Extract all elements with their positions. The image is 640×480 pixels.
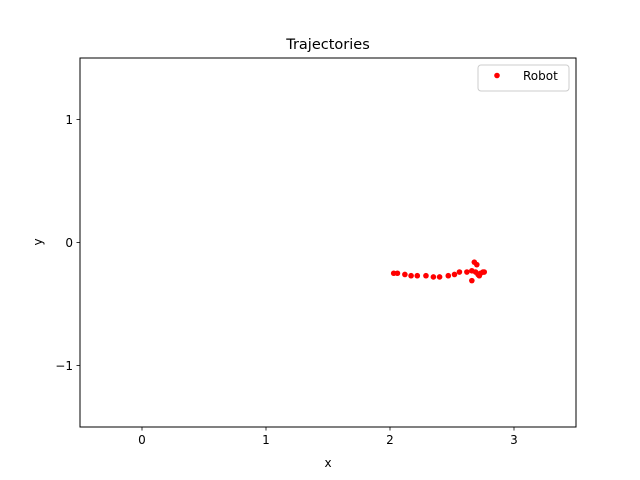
x-tick-label: 3 <box>510 433 518 447</box>
data-point <box>481 269 488 275</box>
x-axis-label: x <box>324 456 331 470</box>
data-point <box>436 274 443 280</box>
legend: Robot <box>477 64 570 92</box>
data-point <box>394 270 401 277</box>
data-point <box>423 272 429 279</box>
data-point <box>469 277 475 284</box>
data-point <box>408 272 414 279</box>
chart-title: Trajectories <box>285 37 370 53</box>
y-axis-label: y <box>31 238 45 245</box>
points-layer <box>390 259 488 284</box>
legend-marker-robot <box>494 72 500 79</box>
data-point <box>456 269 463 275</box>
y-tick-label: 0 <box>65 236 73 250</box>
ticks-layer: 0 1 2 3 −1 0 1 <box>55 113 518 447</box>
data-point <box>464 269 470 275</box>
y-tick-label: 1 <box>65 113 73 127</box>
legend-box <box>477 64 570 92</box>
legend-label-robot: Robot <box>523 69 558 83</box>
plot-frame <box>79 57 577 428</box>
x-tick-label: 2 <box>386 433 394 447</box>
data-point <box>445 272 452 279</box>
x-tick-label: 0 <box>138 433 146 447</box>
x-tick-label: 1 <box>262 433 270 447</box>
y-tick-label: −1 <box>55 359 73 373</box>
data-point <box>430 274 437 280</box>
data-point <box>451 271 458 278</box>
data-point <box>471 259 478 265</box>
data-point <box>402 271 408 278</box>
data-point <box>414 272 421 279</box>
